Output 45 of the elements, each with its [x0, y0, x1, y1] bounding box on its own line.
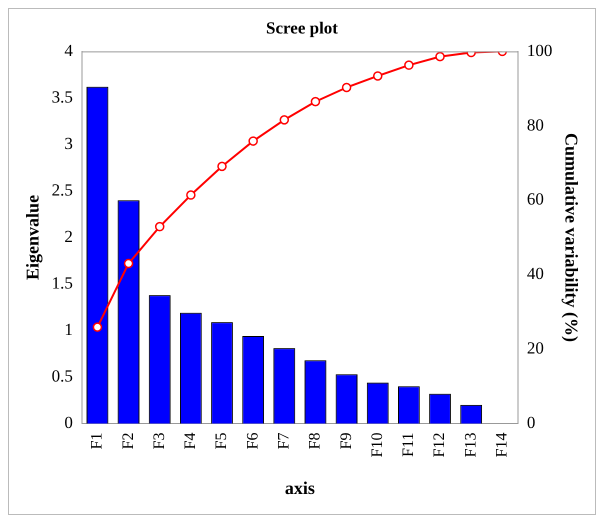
y2-tick-label: 20: [526, 338, 544, 358]
point: [280, 115, 290, 125]
x-tick-label: F5: [213, 432, 230, 450]
y-tick-label: 2.5: [52, 180, 73, 200]
point: [186, 190, 196, 200]
x-tick-label: F3: [150, 432, 168, 450]
x-tick-label: F10: [368, 432, 386, 458]
x-tick-label: F7: [276, 432, 293, 450]
x-tick-label: F2: [120, 432, 137, 450]
y2-tick-label: 40: [526, 264, 544, 284]
point: [217, 162, 227, 172]
y-tick-label: 1.5: [52, 273, 73, 292]
y-tick-label: 3.5: [52, 87, 73, 106]
point: [435, 52, 445, 62]
y-tick-label: 1: [64, 320, 73, 339]
x-tick-label: F4: [182, 432, 200, 450]
point: [124, 258, 134, 268]
chart-title: Scree plot: [266, 18, 338, 38]
y2-tick-label: 0: [526, 412, 536, 432]
y-tick-label: 4: [64, 40, 74, 60]
y2-tick-label: 100: [526, 40, 552, 60]
y-tick-label: 0: [64, 412, 73, 432]
x-tick-label: F11: [400, 432, 418, 457]
x-tick-label: F12: [431, 432, 448, 458]
y2-tick-label: 80: [526, 115, 544, 134]
y-tick-label: 2: [64, 226, 73, 246]
y-tick-label: 0.5: [52, 366, 73, 386]
x-tick-label: F1: [88, 432, 106, 450]
y2-tick-label: 60: [526, 190, 544, 209]
point: [248, 136, 258, 146]
y-axis-title: Eigenvalue: [22, 194, 42, 280]
x-tick-label: F13: [462, 432, 480, 458]
x-tick-label: F14: [494, 432, 511, 458]
x-tick-label: F6: [244, 432, 262, 450]
point: [372, 71, 382, 81]
point: [310, 96, 320, 106]
point: [404, 60, 414, 70]
x-tick-label: F8: [306, 432, 324, 450]
y2-axis-title: Cumulative variability (%): [562, 132, 582, 342]
point: [154, 222, 164, 232]
x-axis-title: axis: [284, 478, 315, 498]
x-tick-label: F9: [338, 432, 355, 450]
y-tick-label: 3: [64, 134, 73, 153]
point: [92, 322, 102, 332]
point: [342, 82, 352, 92]
